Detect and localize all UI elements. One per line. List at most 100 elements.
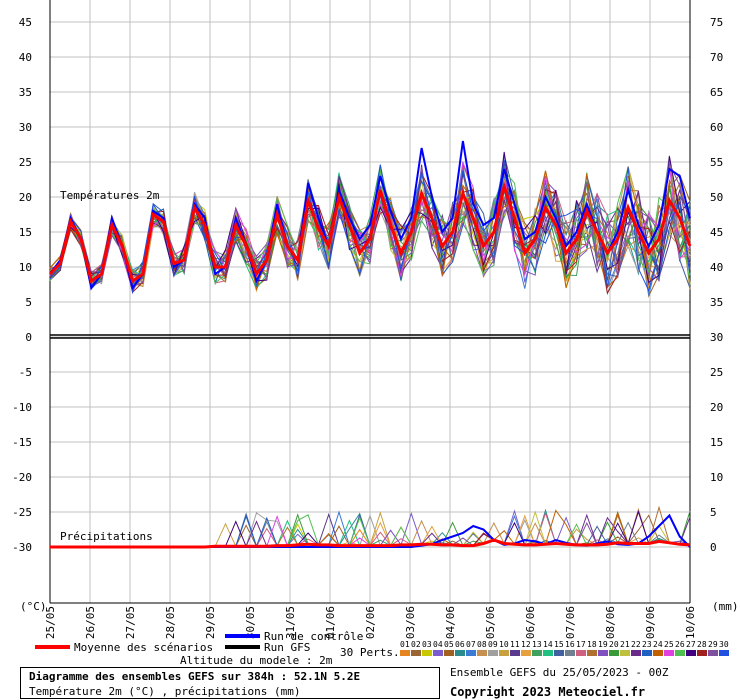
perturbation-legend-swatch	[664, 650, 674, 656]
perturbation-legend-number: 01	[400, 640, 410, 649]
perturbation-legend-number: 13	[532, 640, 542, 649]
x-axis-ticks: 25/05 26/05 27/05 28/05 29/05 30/05 31/05 01/06…	[44, 606, 697, 639]
perturbation-legend-number: 06	[455, 640, 465, 649]
perturbation-legend-swatch	[488, 650, 498, 656]
right-unit-label: (mm)	[712, 600, 739, 613]
perturbation-legend-swatch	[477, 650, 487, 656]
perturbation-legend-number: 07	[466, 640, 476, 649]
perturbation-legend-swatch	[598, 650, 608, 656]
x-date-label: 09/06	[644, 606, 657, 639]
perturbation-legend-swatch	[455, 650, 465, 656]
right-tick-label: 75	[710, 16, 723, 29]
left-tick-label: 20	[19, 191, 32, 204]
perturbation-temperature-line	[49, 160, 691, 294]
control-temperature-line	[49, 140, 691, 291]
perturbation-legend-swatch	[642, 650, 652, 656]
right-tick-label: 20	[710, 401, 723, 414]
perturbation-legend-swatch	[620, 650, 630, 656]
perturbation-legend-number: 30	[719, 640, 729, 649]
right-tick-label: 40	[710, 261, 723, 274]
chart-subtitle: Température 2m (°C) , précipitations (mm…	[29, 685, 301, 698]
temperature-section-label: Températures 2m	[60, 189, 160, 202]
left-tick-label: 35	[19, 86, 32, 99]
perturbation-legend-number: 09	[488, 640, 498, 649]
mean-precip-line	[50, 538, 691, 549]
x-date-label: 08/06	[604, 606, 617, 639]
perturbation-legend-number: 15	[554, 640, 564, 649]
right-tick-label: 70	[710, 51, 723, 64]
perturbation-legend-number: 21	[620, 640, 630, 649]
perturbation-legend-number: 22	[631, 640, 641, 649]
mean-legend-label: Moyenne des scénarios	[74, 641, 214, 654]
x-date-label: 05/06	[484, 606, 497, 639]
perturbation-legend-number: 20	[609, 640, 619, 649]
perturbation-legend-swatch	[466, 650, 476, 656]
perturbation-legend: 01 02 03 04 05 06 07 08 09 10 11 12 13 14 15 16 17 18 19 20…	[400, 640, 729, 656]
perturbation-legend-swatch	[554, 650, 564, 656]
perturbation-legend-number: 24	[653, 640, 663, 649]
right-tick-label: 55	[710, 156, 723, 169]
right-tick-label: 25	[710, 366, 723, 379]
left-tick-label: 25	[19, 156, 32, 169]
perturbation-legend-number: 12	[521, 640, 531, 649]
x-date-label: 10/06	[684, 606, 697, 639]
x-date-label: 27/05	[124, 606, 137, 639]
perturbation-legend-number: 27	[686, 640, 696, 649]
perturbation-legend-number: 19	[598, 640, 608, 649]
right-tick-label: 50	[710, 191, 723, 204]
x-date-label: 31/05	[284, 606, 297, 639]
x-date-label: 03/06	[404, 606, 417, 639]
title-box: Diagramme des ensembles GEFS sur 384h : …	[20, 667, 440, 699]
perturbation-legend-number: 02	[411, 640, 421, 649]
x-date-label: 30/05	[244, 606, 257, 639]
perturbation-legend-swatch	[422, 650, 432, 656]
right-tick-label: 45	[710, 226, 723, 239]
right-tick-label: 65	[710, 86, 723, 99]
perturbation-legend-swatch	[697, 650, 707, 656]
right-tick-label: 30	[710, 331, 723, 344]
precip-section-label: Précipitations	[60, 530, 153, 543]
perturbation-legend-swatch	[653, 650, 663, 656]
x-date-label: 01/06	[324, 606, 337, 639]
perturbation-legend-swatch	[631, 650, 641, 656]
perturbation-legend-swatch	[411, 650, 421, 656]
control-legend-label: Run de contrôle	[264, 630, 364, 643]
left-axis-ticks: 45 40 35 30 25 20 15 10 5 0 -5 -10 -15 -20 -25 -30	[12, 16, 32, 554]
left-tick-label: 45	[19, 16, 32, 29]
chart-title: Diagramme des ensembles GEFS sur 384h : …	[29, 670, 361, 683]
perturbation-legend-number: 11	[510, 640, 520, 649]
left-tick-label: 5	[25, 296, 32, 309]
perturbation-temperature-line	[49, 171, 691, 288]
perturbation-legend-number: 29	[708, 640, 718, 649]
main-series	[48, 140, 692, 549]
perturbation-legend-number: 14	[543, 640, 553, 649]
left-unit-label: (°C)	[20, 600, 47, 613]
perturbation-legend-number: 05	[444, 640, 454, 649]
x-date-label: 26/05	[84, 606, 97, 639]
x-date-label: 06/06	[524, 606, 537, 639]
perturbation-legend-number: 18	[587, 640, 597, 649]
perturbation-legend-swatch	[433, 650, 443, 656]
altitude-label: Altitude du modele : 2m	[180, 654, 333, 667]
right-tick-label: 60	[710, 121, 723, 134]
grid	[49, 0, 691, 604]
perturbations-legend-label: 30 Perts.	[340, 646, 400, 659]
left-tick-label: 15	[19, 226, 32, 239]
right-tick-label: 10	[710, 471, 723, 484]
perturbation-legend-swatch	[510, 650, 520, 656]
left-tick-label: -25	[12, 506, 32, 519]
left-tick-label: 0	[25, 331, 32, 344]
copyright: Copyright 2023 Meteociel.fr	[450, 685, 646, 699]
perturbation-legend-swatch	[565, 650, 575, 656]
perturbation-legend-number: 17	[576, 640, 586, 649]
x-date-label: 25/05	[44, 606, 57, 639]
x-date-label: 29/05	[204, 606, 217, 639]
perturbation-legend-number: 23	[642, 640, 652, 649]
perturbation-legend-number: 28	[697, 640, 707, 649]
perturbation-legend-swatch	[532, 650, 542, 656]
perturbation-legend-number: 16	[565, 640, 575, 649]
perturbation-legend-swatch	[587, 650, 597, 656]
mean-temperature-line	[48, 180, 692, 284]
perturbation-legend-number: 26	[675, 640, 685, 649]
